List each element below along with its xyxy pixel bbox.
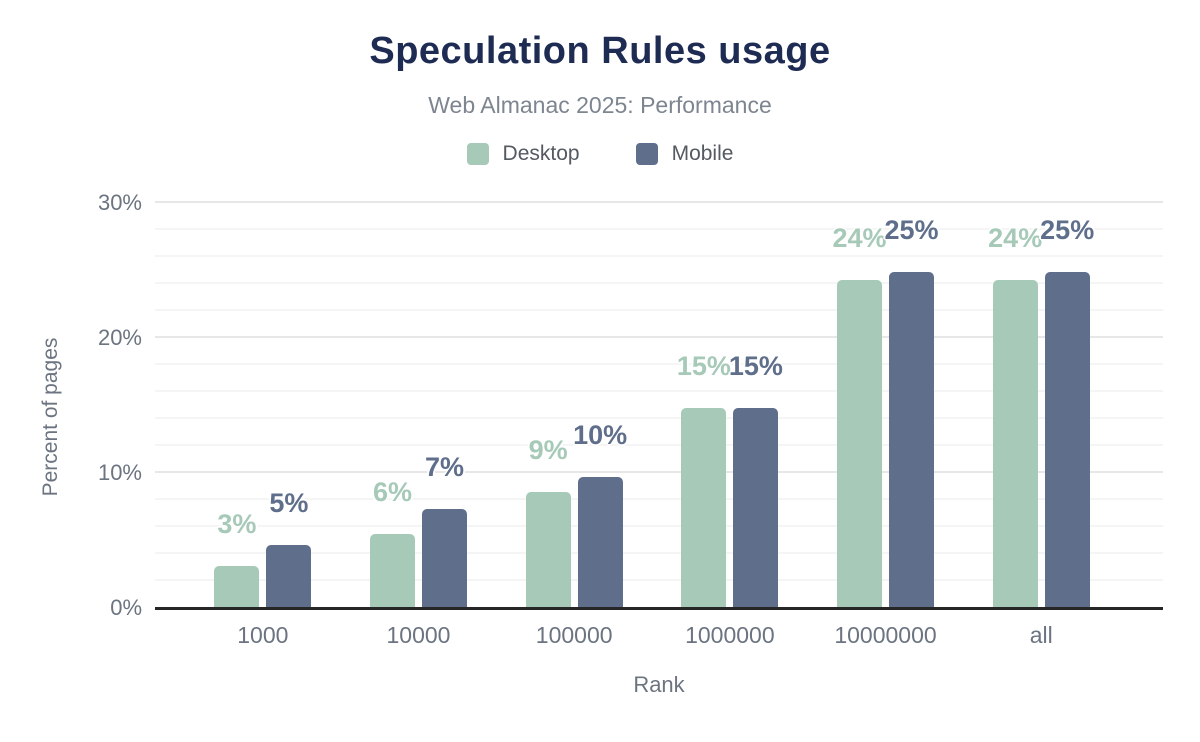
bar-mobile-1000000[interactable]: 15% [729, 351, 783, 608]
bar-mobile-1000[interactable]: 5% [266, 488, 312, 608]
bar-desktop-1000[interactable]: 3% [214, 509, 260, 608]
bar-desktop-1000000[interactable]: 15% [677, 351, 731, 608]
bar-value-label-mobile-1000: 5% [269, 487, 309, 518]
y-tick-20: 20% [97, 325, 142, 350]
bar-mobile-10000000[interactable]: 25% [884, 215, 939, 608]
x-axis-baseline [155, 607, 1163, 610]
bar-group-all: 24% 25% [963, 203, 1119, 608]
gridline-major [155, 201, 1163, 203]
bar-value-label-mobile-1000000: 15% [728, 351, 783, 382]
bar-value-label-desktop-all: 24% [988, 222, 1043, 253]
bar-value-label-mobile-10000: 7% [424, 452, 465, 483]
legend-item-desktop[interactable]: Desktop [466, 142, 580, 166]
y-tick-10: 10% [97, 460, 142, 485]
bar-desktop-10000[interactable]: 6% [370, 477, 415, 608]
chart-title: Speculation Rules usage [369, 30, 831, 72]
gridline-minor [155, 579, 1163, 581]
y-axis-title: Percent of pages [39, 337, 62, 497]
chart-subtitle: Web Almanac 2025: Performance [428, 92, 772, 118]
gridline-minor [155, 255, 1163, 257]
bar-mobile-all[interactable]: 25% [1040, 215, 1094, 608]
bar-mobile-10000[interactable]: 7% [422, 452, 467, 608]
y-tick-30: 30% [97, 190, 142, 215]
gridline-major [155, 336, 1163, 338]
mobile-swatch-icon [635, 143, 658, 165]
x-tick-all: all [1029, 622, 1053, 648]
plot-area: 3% 5% 6% 7% 9% 10% 15% 15% 24% 25% 24% 25% 1000 1000… [98, 191, 1163, 648]
bars-row: 3% 5% 6% 7% 9% 10% 15% 15% 24% 25% 24% 25% [155, 203, 1163, 608]
gridline-minor [155, 363, 1163, 365]
bar-value-label-desktop-10000000: 24% [832, 222, 887, 253]
gridline-minor [155, 228, 1163, 230]
x-tick-1000000: 1000000 [685, 622, 775, 648]
bar-value-label-desktop-10000: 6% [372, 476, 413, 507]
bar-value-label-desktop-100000: 9% [528, 434, 568, 465]
bar-mobile-100000[interactable]: 10% [573, 420, 627, 608]
gridline-minor [155, 498, 1163, 500]
gridline-minor [155, 390, 1163, 392]
legend-label-mobile: Mobile [671, 142, 734, 165]
gridline-minor [155, 282, 1163, 284]
bar-group-1000: 3% 5% [185, 203, 341, 608]
bar-desktop-10000000[interactable]: 24% [832, 223, 887, 608]
gridline-minor [155, 417, 1163, 419]
x-tick-10000: 10000 [386, 622, 451, 648]
legend-label-desktop: Desktop [502, 142, 580, 165]
desktop-swatch-icon [466, 143, 489, 165]
bar-group-10000000: 24% 25% [808, 203, 964, 608]
bar-value-label-mobile-10000000: 25% [884, 214, 939, 245]
x-axis-ticks: 1000 10000 100000 1000000 10000000 all [155, 622, 1163, 649]
bar-desktop-all[interactable]: 24% [988, 223, 1042, 608]
bar-value-label-desktop-1000: 3% [217, 509, 257, 540]
bar-group-1000000: 15% 15% [652, 203, 808, 608]
y-tick-0: 0% [110, 595, 142, 620]
legend-item-mobile[interactable]: Mobile [635, 142, 734, 166]
bar-group-10000: 6% 7% [341, 203, 497, 608]
gridline-major [155, 471, 1163, 473]
gridline-minor [155, 309, 1163, 311]
bar-value-label-mobile-100000: 10% [573, 420, 628, 451]
x-axis-title: Rank [633, 672, 685, 697]
x-tick-100000: 100000 [535, 622, 613, 648]
gridline-minor [155, 525, 1163, 527]
x-tick-10000000: 10000000 [834, 622, 937, 648]
bar-value-label-desktop-1000000: 15% [676, 351, 731, 382]
x-tick-1000: 1000 [237, 622, 289, 648]
gridline-minor [155, 552, 1163, 554]
legend: Desktop Mobile [0, 142, 1200, 166]
bar-group-100000: 9% 10% [496, 203, 652, 608]
bar-value-label-mobile-all: 25% [1040, 214, 1095, 245]
gridline-minor [155, 444, 1163, 446]
bar-desktop-100000[interactable]: 9% [525, 435, 571, 608]
